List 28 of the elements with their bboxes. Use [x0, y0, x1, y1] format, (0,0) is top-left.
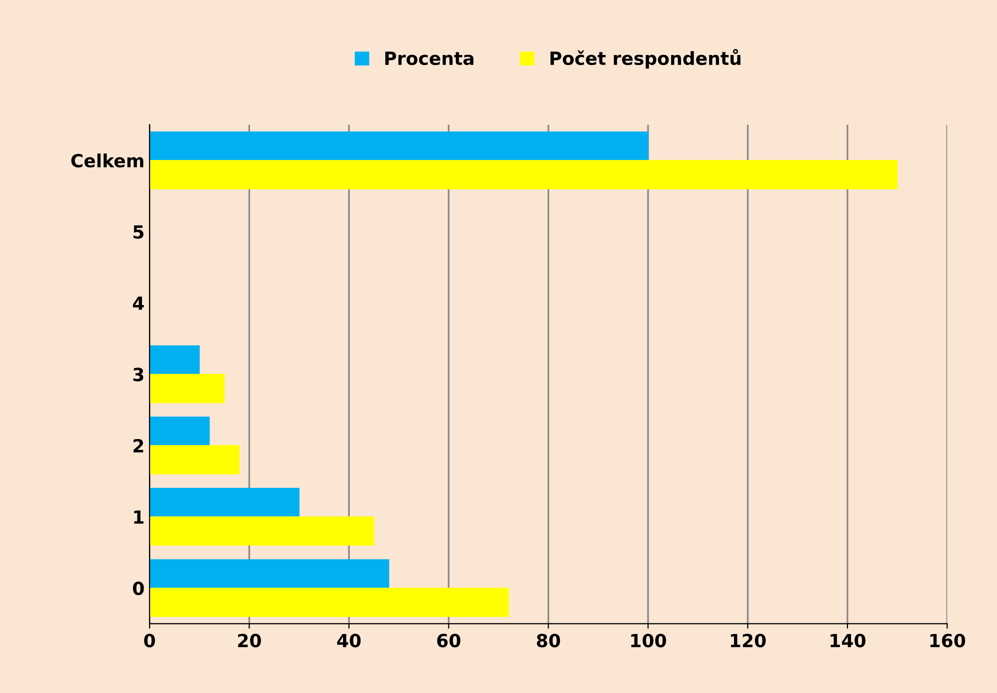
y-tick-label: 0	[132, 582, 144, 596]
x-tick-label: 60	[437, 634, 460, 648]
bar	[150, 488, 300, 518]
bar	[150, 345, 200, 375]
legend-label: Procenta	[385, 52, 474, 66]
x-tick-label: 20	[238, 634, 261, 648]
y-tick-label: 3	[133, 368, 144, 382]
x-tick-label: 40	[337, 634, 361, 648]
x-tick-label: 80	[536, 634, 560, 648]
bar	[150, 588, 509, 617]
x-tick-label: 0	[144, 634, 155, 648]
y-tick-label: 4	[132, 296, 144, 310]
y-tick-label: 1	[134, 510, 144, 524]
y-tick-label: Celkem	[71, 154, 144, 168]
y-tick-label: 2	[134, 438, 144, 452]
x-tick-label: 100	[631, 634, 666, 648]
bar	[150, 416, 210, 446]
x-tick-label: 160	[930, 634, 966, 648]
legend-label: Počet respondentů	[550, 48, 740, 69]
bar	[150, 132, 648, 161]
y-tick-label: 5	[134, 225, 144, 239]
bar	[150, 445, 240, 474]
bar	[150, 559, 390, 588]
bar	[150, 516, 374, 546]
x-tick-label: 140	[830, 634, 866, 648]
x-tick-label: 120	[730, 634, 766, 648]
bar	[150, 160, 898, 190]
bar	[150, 374, 225, 404]
